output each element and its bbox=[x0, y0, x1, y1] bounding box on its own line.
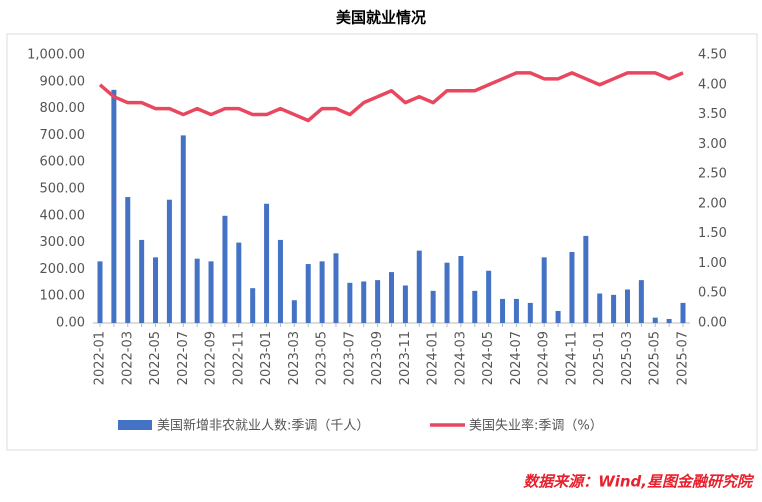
y-tick-label: 800.00 bbox=[40, 101, 86, 116]
legend-label: 美国失业率:季调（%） bbox=[469, 418, 603, 434]
bar bbox=[375, 280, 381, 323]
bar bbox=[444, 262, 450, 323]
y-tick-label: 700.00 bbox=[40, 128, 86, 143]
bar bbox=[361, 281, 367, 323]
x-tick-label: 2023-05 bbox=[315, 331, 330, 385]
bar bbox=[666, 318, 672, 323]
y2-tick-label: 0.00 bbox=[698, 316, 727, 331]
bar bbox=[125, 197, 131, 323]
bar bbox=[527, 302, 533, 323]
x-tick-label: 2025-05 bbox=[648, 331, 663, 385]
bar bbox=[305, 264, 311, 323]
y-tick-label: 1,000.00 bbox=[27, 48, 85, 63]
x-tick-label: 2022-05 bbox=[148, 331, 163, 385]
bar bbox=[486, 270, 492, 323]
bar bbox=[458, 256, 464, 323]
x-tick-label: 2024-01 bbox=[426, 331, 441, 385]
bar bbox=[569, 251, 575, 323]
bar bbox=[402, 285, 408, 323]
bar bbox=[180, 135, 186, 323]
bar bbox=[153, 257, 159, 323]
y-tick-label: 0.00 bbox=[56, 316, 85, 331]
x-tick-label: 2024-03 bbox=[453, 331, 468, 385]
legend-label: 美国新增非农就业人数:季调（千人） bbox=[157, 418, 369, 434]
bar bbox=[166, 199, 172, 323]
bar bbox=[111, 89, 117, 323]
bar bbox=[208, 261, 214, 323]
x-tick-label: 2023-09 bbox=[370, 331, 385, 385]
bar bbox=[513, 298, 519, 323]
y-tick-label: 400.00 bbox=[40, 208, 86, 223]
y2-tick-label: 0.50 bbox=[698, 286, 727, 301]
y2-tick-label: 4.50 bbox=[698, 48, 727, 63]
x-tick-label: 2022-11 bbox=[231, 331, 246, 385]
chart-frame bbox=[6, 33, 758, 451]
bar bbox=[611, 294, 617, 323]
bar bbox=[416, 250, 422, 323]
bar bbox=[472, 290, 478, 323]
bar bbox=[319, 261, 325, 323]
y2-tick-label: 1.00 bbox=[698, 256, 727, 271]
x-tick-label: 2024-09 bbox=[537, 331, 552, 385]
x-tick-label: 2022-09 bbox=[204, 331, 219, 385]
y2-tick-label: 2.00 bbox=[698, 196, 727, 211]
y2-tick-label: 3.50 bbox=[698, 107, 727, 122]
bar bbox=[194, 258, 200, 323]
bar bbox=[264, 203, 270, 323]
bar bbox=[624, 289, 630, 323]
legend-swatch bbox=[118, 420, 152, 430]
bar bbox=[97, 261, 103, 323]
x-tick-label: 2025-03 bbox=[620, 331, 635, 385]
y-tick-label: 300.00 bbox=[40, 235, 86, 250]
bar bbox=[139, 239, 145, 323]
bar bbox=[250, 288, 256, 323]
x-tick-label: 2022-07 bbox=[176, 331, 191, 385]
bar bbox=[277, 239, 283, 323]
x-tick-label: 2024-11 bbox=[564, 331, 579, 385]
source: 数据来源：Wind,星图金融研究院 bbox=[523, 473, 755, 491]
x-tick-label: 2023-07 bbox=[342, 331, 357, 385]
y-tick-label: 900.00 bbox=[40, 74, 86, 89]
bar bbox=[389, 272, 394, 323]
x-tick-label: 2023-01 bbox=[259, 331, 274, 385]
y-tick-label: 200.00 bbox=[40, 262, 86, 277]
y2-tick-label: 2.50 bbox=[698, 167, 727, 182]
x-tick-label: 2023-03 bbox=[287, 331, 302, 385]
x-tick-label: 2024-07 bbox=[509, 331, 524, 385]
x-tick-label: 2025-01 bbox=[592, 331, 607, 385]
bar bbox=[638, 280, 644, 323]
bar bbox=[555, 310, 561, 323]
bar bbox=[236, 242, 242, 323]
x-tick-label: 2023-11 bbox=[398, 331, 413, 385]
y2-tick-label: 1.50 bbox=[698, 226, 727, 241]
y-tick-label: 500.00 bbox=[40, 182, 86, 197]
x-tick-label: 2024-05 bbox=[481, 331, 496, 385]
bar bbox=[583, 235, 589, 323]
bar bbox=[430, 290, 436, 323]
y-tick-label: 600.00 bbox=[40, 155, 86, 170]
bar bbox=[597, 293, 603, 323]
bar bbox=[500, 298, 506, 323]
x-tick-label: 2022-03 bbox=[120, 331, 135, 385]
y2-tick-label: 4.00 bbox=[698, 77, 727, 92]
bar bbox=[680, 302, 686, 323]
bar bbox=[347, 282, 353, 323]
chart-title: 美国就业情况 bbox=[336, 9, 426, 27]
y2-tick-label: 3.00 bbox=[698, 137, 727, 152]
y-tick-label: 100.00 bbox=[40, 289, 86, 304]
line bbox=[98, 71, 684, 123]
bar bbox=[333, 253, 339, 323]
bar bbox=[291, 300, 297, 323]
bar bbox=[222, 215, 228, 323]
bar bbox=[652, 317, 658, 323]
x-tick-label: 2025-07 bbox=[676, 331, 691, 385]
bar bbox=[541, 257, 547, 323]
x-tick-label: 2022-01 bbox=[93, 331, 108, 385]
